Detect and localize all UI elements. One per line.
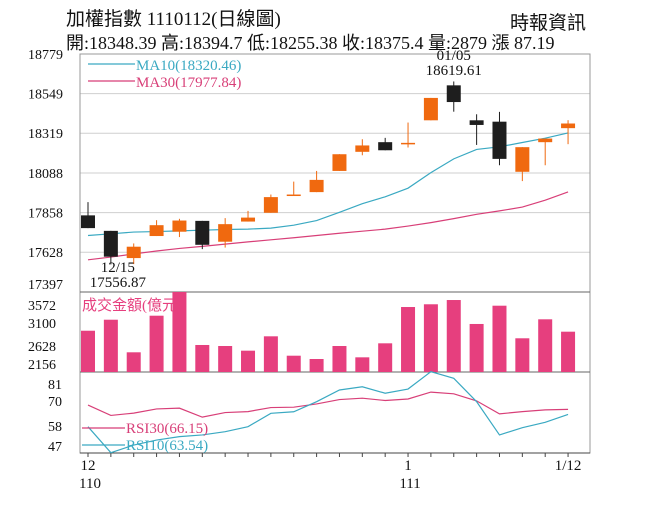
candle-up-body <box>241 217 256 222</box>
candle-up-body <box>149 225 164 237</box>
price-tick-label: 17397 <box>28 278 63 293</box>
moving-average-lines <box>87 132 569 261</box>
volume-bar <box>286 355 301 372</box>
ma30-line <box>87 191 569 261</box>
price-tick-label: 18319 <box>28 127 63 142</box>
candle-up-body <box>538 138 553 143</box>
candles <box>81 81 576 265</box>
x-tick-month: 1/12 <box>555 458 582 474</box>
chart-border <box>79 53 591 454</box>
candle-up-body <box>218 224 233 242</box>
x-tick-year: 110 <box>79 476 101 492</box>
candle-up-body <box>309 179 324 193</box>
volume-bar <box>332 346 347 372</box>
ohlc-summary: 開:18348.39 高:18394.7 低:18255.38 收:18375.… <box>66 33 555 53</box>
candle-up-body <box>401 142 416 145</box>
candle-up-body <box>263 197 278 213</box>
price-tick-label: 17858 <box>28 207 63 222</box>
volume-bar <box>401 307 416 372</box>
x-tick-month: 1 <box>404 458 412 474</box>
annotation-date: 01/05 <box>437 48 471 64</box>
x-tick-month: 12 <box>81 458 96 474</box>
rsi-tick-label: 47 <box>48 440 62 455</box>
candle-up-body <box>332 154 347 171</box>
volume-bar <box>561 331 576 372</box>
rsi-tick-label: 81 <box>48 378 62 393</box>
candle-down-body <box>378 142 393 151</box>
annotation-value: 17556.87 <box>90 275 147 291</box>
volume-bar <box>469 323 484 372</box>
volume-bar <box>378 343 393 372</box>
axis-ticks: 18779 18549 18319 18088 17858 17628 17397 3572 3… <box>28 48 581 492</box>
price-tick-label: 18779 <box>28 48 63 63</box>
source-label: 時報資訊 <box>510 13 587 34</box>
volume-tick-label: 3572 <box>28 299 56 314</box>
ma30-legend-label: MA30(17977.84) <box>136 75 241 91</box>
volume-bar <box>446 300 461 372</box>
candle-down-body <box>103 230 118 257</box>
candle-up-body <box>355 145 370 152</box>
volume-tick-label: 2156 <box>28 358 56 373</box>
volume-bar <box>492 305 507 372</box>
volume-bars <box>81 292 576 372</box>
rsi10-line <box>87 370 569 454</box>
rsi30-legend-label: RSI30(66.15) <box>126 421 208 437</box>
rsi10-legend-label: RSI10(63.54) <box>126 438 208 454</box>
volume-bar <box>103 319 118 372</box>
volume-tick-label: 2628 <box>28 340 56 355</box>
ma10-legend-label: MA10(18320.46) <box>136 58 241 74</box>
rsi30-line <box>87 391 569 418</box>
candle-up-body <box>172 220 187 232</box>
volume-bar <box>172 292 187 372</box>
annotation-date: 12/15 <box>101 260 135 276</box>
volume-bar <box>195 344 210 372</box>
chart-title: 加權指數 1110112(日線圖) <box>66 9 281 30</box>
candle-down-body <box>492 121 507 159</box>
volume-bar <box>515 338 530 372</box>
candle-up-body <box>515 147 530 172</box>
candle-down-body <box>446 85 461 103</box>
volume-bar <box>218 346 233 372</box>
price-tick-label: 18088 <box>28 167 63 182</box>
candle-down-body <box>195 220 210 245</box>
candle-down-body <box>469 120 484 125</box>
legends: MA10(18320.46)MA30(17977.84) 成交金額(億元) RSI3… <box>82 58 241 454</box>
volume-bar <box>263 336 278 372</box>
chart-frame <box>79 53 591 457</box>
volume-bar <box>241 350 256 372</box>
volume-bar <box>355 357 370 372</box>
volume-bar <box>81 330 95 372</box>
price-tick-label: 17628 <box>28 246 63 261</box>
volume-bar <box>126 352 141 372</box>
rsi-tick-label: 70 <box>48 395 62 410</box>
rsi-tick-label: 58 <box>48 420 62 435</box>
x-tick-year: 111 <box>399 476 420 492</box>
volume-bar <box>538 319 553 372</box>
annotation-value: 18619.61 <box>426 63 482 79</box>
volume-tick-label: 3100 <box>28 317 56 332</box>
volume-bar <box>423 304 438 372</box>
volume-title: 成交金額(億元) <box>82 296 182 314</box>
candle-up-body <box>423 97 438 121</box>
candle-up-body <box>561 123 576 129</box>
volume-bar <box>149 315 164 372</box>
volume-bar <box>309 359 324 372</box>
ma10-line <box>87 132 569 237</box>
price-tick-label: 18549 <box>28 88 63 103</box>
rsi-lines <box>87 370 569 454</box>
gridlines <box>80 93 590 253</box>
candle-up-body <box>286 194 301 197</box>
candle-up-body <box>126 246 141 259</box>
candle-down-body <box>81 215 95 229</box>
